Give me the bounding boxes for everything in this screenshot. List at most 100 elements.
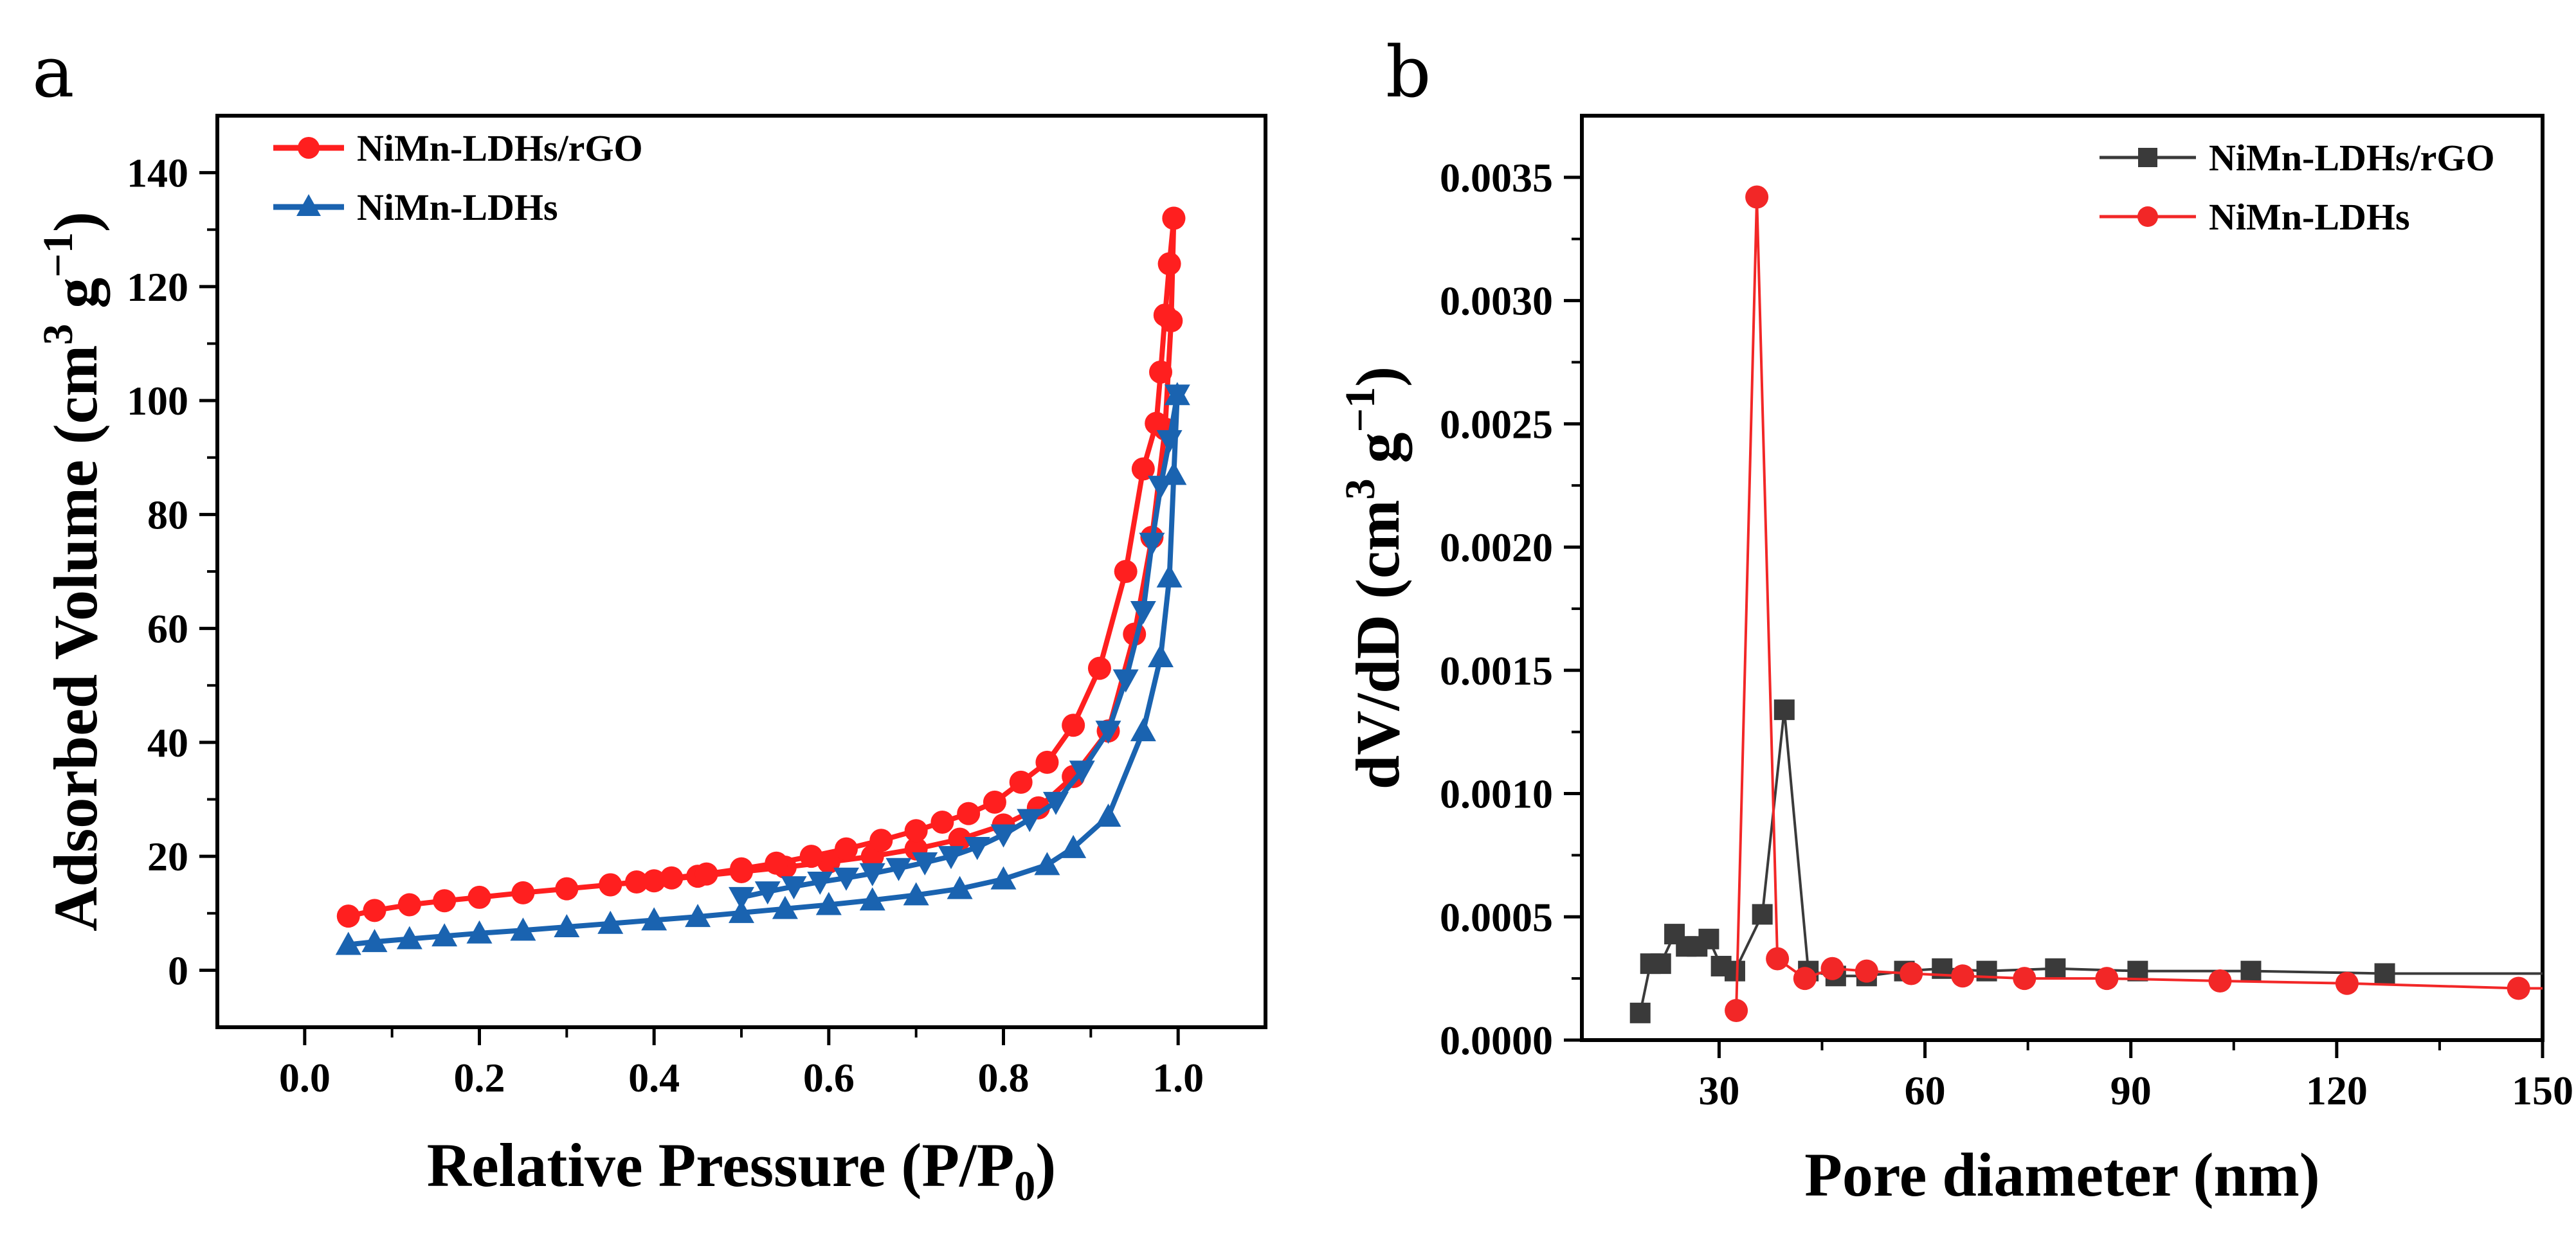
- data-point-nimn-ldhs-desorption: [807, 872, 833, 895]
- legend-marker-nimn-ldhs-rgo-b: [2138, 148, 2157, 167]
- data-point-nimn-ldhs-desorption: [1043, 791, 1069, 815]
- data-point-nimn-ldhs-desorption: [1148, 476, 1174, 499]
- panel-a-x-axis-title: Relative Pressure (P/P0): [427, 1131, 1056, 1210]
- data-point-nimn-ldhs-adsorption: [1130, 718, 1156, 742]
- x-tick-label: 0.8: [978, 1055, 1029, 1101]
- data-point-nimn-ldhs-rgo-adsorption: [948, 827, 972, 851]
- data-point-nimn-ldhs-rgo-desorption: [660, 866, 684, 890]
- y-tick-label: 120: [127, 264, 188, 310]
- data-point-nimn-ldhs-adsorption: [903, 882, 929, 906]
- legend-marker-nimn-ldhs-rgo: [298, 137, 320, 159]
- data-point-nimn-ldhs-rgo-adsorption: [511, 881, 535, 904]
- data-point-nimn-ldhs-rgo-desorption: [1145, 411, 1168, 435]
- data-point-nimn-ldhs: [2507, 976, 2530, 1000]
- data-point-nimn-ldhs-adsorption: [990, 866, 1017, 890]
- data-point-nimn-ldhs-adsorption: [815, 892, 842, 915]
- y-tick-label: 0.0035: [1440, 155, 1553, 201]
- panel-b-series: [1629, 185, 2543, 1023]
- data-point-nimn-ldhs-rgo: [1773, 699, 1795, 721]
- data-point-nimn-ldhs-desorption: [859, 863, 885, 886]
- data-point-nimn-ldhs-rgo-desorption: [869, 829, 893, 852]
- data-point-nimn-ldhs-rgo-desorption: [730, 857, 753, 881]
- legend-label-nimn-ldhs-b: NiMn-LDHs: [2209, 196, 2410, 238]
- data-point-nimn-ldhs: [2208, 969, 2232, 993]
- legend-marker-nimn-ldhs-b: [2137, 206, 2158, 227]
- data-point-nimn-ldhs-desorption: [938, 846, 964, 870]
- data-point-nimn-ldhs-desorption: [885, 858, 912, 881]
- data-point-nimn-ldhs-rgo-adsorption: [433, 889, 457, 913]
- series-line-nimn-ldhs-rgo-adsorption: [347, 218, 1177, 919]
- data-point-nimn-ldhs-rgo-desorption: [1087, 656, 1111, 680]
- data-point-nimn-ldhs-adsorption: [1156, 564, 1183, 588]
- data-point-nimn-ldhs: [1900, 962, 1923, 985]
- data-point-nimn-ldhs-adsorption: [685, 904, 711, 928]
- x-tick-label: 0.4: [628, 1055, 680, 1101]
- data-point-nimn-ldhs-rgo-desorption: [957, 802, 981, 825]
- data-point-nimn-ldhs: [1951, 964, 1975, 988]
- data-point-nimn-ldhs-adsorption: [1060, 834, 1087, 858]
- data-point-nimn-ldhs-rgo-desorption: [694, 862, 718, 886]
- series-line-nimn-ldhs-rgo-desorption: [610, 218, 1177, 888]
- data-point-nimn-ldhs-adsorption: [641, 907, 667, 931]
- y-tick-label: 60: [147, 606, 188, 652]
- data-point-nimn-ldhs-desorption: [1069, 760, 1095, 784]
- data-point-nimn-ldhs-desorption: [754, 881, 781, 905]
- panel-b-legend: NiMn-LDHs/rGO NiMn-LDHs: [2100, 137, 2495, 238]
- data-point-nimn-ldhs-desorption: [964, 836, 990, 860]
- data-point-nimn-ldhs-desorption: [833, 867, 859, 891]
- data-point-nimn-ldhs-rgo: [1752, 904, 1773, 925]
- x-tick-label: 30: [1698, 1068, 1739, 1113]
- data-point-nimn-ldhs-desorption: [1164, 384, 1190, 408]
- legend-marker-nimn-ldhs: [296, 194, 321, 216]
- data-point-nimn-ldhs: [1855, 959, 1878, 983]
- y-tick-label: 0.0025: [1440, 401, 1553, 447]
- y-tick-label: 0: [168, 948, 188, 993]
- data-point-nimn-ldhs-rgo-desorption: [1162, 206, 1186, 230]
- y-tick-label: 0.0020: [1440, 525, 1553, 570]
- data-point-nimn-ldhs-rgo: [1650, 953, 1671, 975]
- panel-a-series: [335, 206, 1190, 955]
- data-point-nimn-ldhs: [2095, 967, 2119, 991]
- x-tick-label: 90: [2110, 1068, 2152, 1113]
- data-point-nimn-ldhs-adsorption: [396, 926, 422, 949]
- y-tick-label: 80: [147, 492, 188, 537]
- data-point-nimn-ldhs-adsorption: [729, 899, 754, 923]
- x-tick-label: 0.2: [454, 1055, 505, 1101]
- data-point-nimn-ldhs-rgo-desorption: [1062, 714, 1085, 737]
- x-tick-label: 150: [2512, 1068, 2573, 1113]
- legend-label-nimn-ldhs-rgo-b: NiMn-LDHs/rGO: [2209, 137, 2495, 179]
- data-point-nimn-ldhs-rgo-desorption: [1035, 750, 1059, 774]
- data-point-nimn-ldhs-desorption: [990, 824, 1017, 848]
- panel-a-axis-ticks: 0.0 0.2 0.4 0.6 0.8 1.0 0 20 40 60 80 100 120 140: [127, 150, 1204, 1101]
- data-point-nimn-ldhs: [2335, 971, 2359, 995]
- y-tick-label: 40: [147, 720, 188, 766]
- panel-b-label: b: [1386, 31, 1431, 113]
- data-point-nimn-ldhs-desorption: [1130, 601, 1156, 625]
- data-point-nimn-ldhs: [2013, 967, 2036, 991]
- x-tick-label: 120: [2306, 1068, 2368, 1113]
- data-point-nimn-ldhs: [1820, 957, 1844, 980]
- data-point-nimn-ldhs-rgo: [1629, 1002, 1651, 1023]
- y-tick-label: 140: [127, 150, 188, 196]
- series-line-nimn-ldhs-adsorption: [348, 395, 1180, 948]
- data-point-nimn-ldhs-desorption: [1139, 532, 1165, 556]
- data-point-nimn-ldhs-rgo-adsorption: [642, 869, 666, 893]
- data-point-nimn-ldhs-adsorption: [466, 920, 493, 944]
- y-tick-label: 0.0005: [1440, 894, 1553, 940]
- panel-b-chart: b 30 60 90 120 150 0.0000 0.0005 0.0010 0.0015 0.…: [1337, 31, 2573, 1209]
- y-tick-label: 0.0030: [1440, 278, 1553, 324]
- data-point-nimn-ldhs-rgo-desorption: [765, 851, 788, 875]
- data-point-nimn-ldhs-rgo: [2240, 960, 2262, 982]
- data-point-nimn-ldhs-adsorption: [947, 876, 973, 899]
- x-tick-label: 60: [1905, 1068, 1946, 1113]
- data-point-nimn-ldhs-rgo: [2374, 963, 2395, 984]
- panel-a-legend: NiMn-LDHs/rGO NiMn-LDHs: [273, 127, 643, 228]
- data-point-nimn-ldhs-rgo: [1724, 960, 1745, 982]
- data-point-nimn-ldhs-adsorption: [431, 923, 458, 947]
- data-point-nimn-ldhs-rgo: [2045, 958, 2066, 979]
- data-point-nimn-ldhs-rgo-adsorption: [363, 899, 386, 922]
- data-point-nimn-ldhs-rgo-desorption: [930, 810, 954, 834]
- legend-label-nimn-ldhs-rgo: NiMn-LDHs/rGO: [357, 127, 643, 169]
- data-point-nimn-ldhs-rgo-desorption: [1157, 252, 1181, 276]
